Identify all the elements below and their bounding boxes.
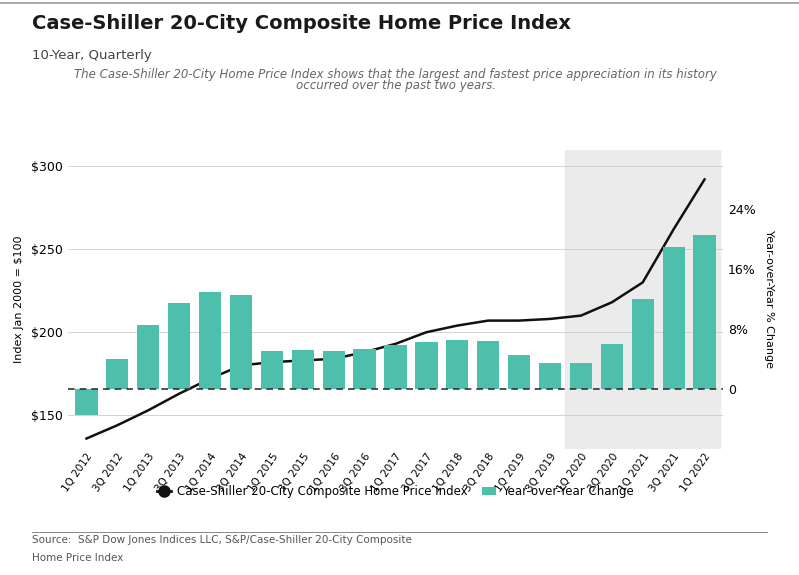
Bar	[323, 351, 345, 389]
Bar	[601, 344, 623, 389]
Bar	[415, 342, 438, 389]
Y-axis label: Year-over-Year % Change: Year-over-Year % Change	[764, 230, 774, 368]
Bar	[477, 341, 499, 389]
Text: occurred over the past two years.: occurred over the past two years.	[296, 79, 495, 93]
Text: The Case-Shiller 20-City Home Price Index shows that the largest and fastest pri: The Case-Shiller 20-City Home Price Inde…	[74, 68, 717, 81]
Bar	[199, 292, 221, 389]
Y-axis label: Index Jan 2000 = $100: Index Jan 2000 = $100	[14, 235, 24, 363]
Bar	[446, 340, 468, 389]
Text: 10-Year, Quarterly: 10-Year, Quarterly	[32, 49, 152, 62]
Bar	[570, 362, 592, 389]
Bar	[292, 350, 314, 389]
Bar	[508, 355, 531, 389]
Bar	[632, 299, 654, 389]
Bar	[566, 150, 720, 448]
Bar	[168, 302, 190, 389]
Bar	[384, 346, 407, 389]
Bar	[539, 362, 561, 389]
Bar	[353, 349, 376, 389]
Bar	[260, 351, 283, 389]
Bar	[662, 247, 685, 389]
Text: Home Price Index: Home Price Index	[32, 553, 123, 563]
Bar	[230, 296, 252, 389]
Bar	[137, 325, 159, 389]
Text: Source:  S&P Dow Jones Indices LLC, S&P/Case-Shiller 20-City Composite: Source: S&P Dow Jones Indices LLC, S&P/C…	[32, 535, 411, 545]
Text: Case-Shiller 20-City Composite Home Price Index: Case-Shiller 20-City Composite Home Pric…	[32, 14, 571, 33]
Bar	[75, 389, 97, 415]
Bar	[106, 359, 129, 389]
Legend: Case-Shiller 20-City Composite Home Price Index, Year-over-Year Change: Case-Shiller 20-City Composite Home Pric…	[153, 481, 638, 503]
Bar	[694, 236, 716, 389]
